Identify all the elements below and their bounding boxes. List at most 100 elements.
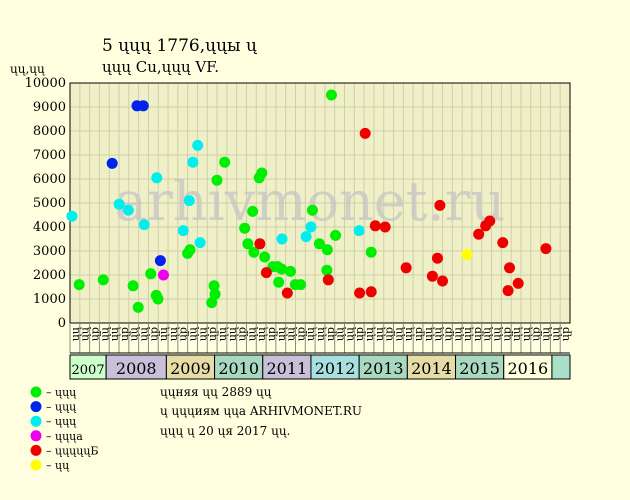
- data-point: [219, 156, 231, 168]
- y-axis-unit: ųų,ųų: [10, 62, 45, 76]
- data-point: [281, 287, 293, 299]
- year-label: 2012: [315, 359, 356, 378]
- x-tick-label: ųų: [285, 326, 298, 341]
- plot-frame: [69, 82, 571, 324]
- year-band-cell: [455, 354, 505, 380]
- data-point: [354, 287, 366, 299]
- year-band-cell: [262, 354, 312, 380]
- year-label: 2016: [507, 359, 548, 378]
- year-band-cell: [105, 354, 167, 380]
- data-point: [106, 157, 118, 169]
- legend-marker: [30, 444, 42, 456]
- data-point: [138, 219, 150, 231]
- x-tick-label: ųр: [530, 327, 543, 341]
- data-point: [437, 275, 449, 287]
- x-tick-label: ųр: [147, 327, 160, 341]
- x-tick-label: ųр: [265, 327, 278, 341]
- x-tick-label: ųų: [539, 326, 552, 341]
- y-tick-label: 3000: [33, 244, 66, 259]
- data-point: [122, 204, 134, 216]
- data-point: [242, 238, 254, 250]
- x-tick-label: ųų: [187, 326, 200, 341]
- footer-line1: ųųняя ųų 2889 ųų: [160, 385, 272, 399]
- data-point: [431, 252, 443, 264]
- y-tick-label: 2000: [33, 268, 66, 283]
- y-tick-label: 0: [58, 316, 66, 331]
- x-tick-label: ųų: [167, 326, 180, 341]
- x-tick-label: ųų: [392, 326, 405, 341]
- x-tick-label: ųр: [324, 327, 337, 341]
- year-band-cell: [503, 354, 553, 380]
- x-tick-label: ųų: [343, 326, 356, 341]
- data-point: [177, 225, 189, 237]
- legend: – ųųų– ųųų– ųųų– ųųųа– ųųųųųБ– ųų: [30, 386, 99, 472]
- data-point: [66, 210, 78, 222]
- series-group: [73, 89, 377, 313]
- x-tick-label: ųų: [255, 326, 268, 341]
- legend-label: – ųųų: [46, 386, 77, 399]
- data-point: [426, 270, 438, 282]
- data-point: [97, 274, 109, 286]
- x-tick-label: ųų: [69, 326, 82, 341]
- data-point: [183, 195, 195, 207]
- x-tick-label: ųр: [441, 327, 454, 341]
- x-tick-labels: ųųųųųрųųųųųрųųųųųрųųųųųрųųųųųрųųųųųрųųųų…: [69, 323, 572, 353]
- data-point: [353, 225, 365, 237]
- legend-marker: [30, 401, 42, 413]
- x-tick-label: ųų: [490, 326, 503, 341]
- year-label: 2014: [411, 359, 452, 378]
- legend-marker: [30, 415, 42, 427]
- legend-label: – ųųų: [46, 401, 77, 414]
- x-tick-label: ųų: [334, 326, 347, 341]
- year-label: 2010: [218, 359, 259, 378]
- x-tick-label: ųų: [481, 326, 494, 341]
- series-group: [461, 249, 473, 261]
- year-label: 2013: [363, 359, 404, 378]
- x-tick-label: ųų: [520, 326, 533, 341]
- legend-marker: [30, 386, 42, 398]
- legend-label: – ųųųа: [46, 430, 83, 443]
- y-tick-label: 1000: [33, 292, 66, 307]
- legend-label: – ųųųųųБ: [46, 444, 99, 457]
- chart-title-line2: ųųų Cu,ųųų VF.: [102, 58, 219, 76]
- year-band-cell: [214, 354, 264, 380]
- data-point: [152, 293, 164, 305]
- x-tick-label: ųų: [549, 326, 562, 341]
- data-point: [254, 238, 266, 250]
- series-group: [254, 127, 552, 299]
- x-tick-label: ųų: [373, 326, 386, 341]
- data-point: [260, 267, 272, 279]
- data-point: [137, 100, 149, 112]
- data-point: [379, 221, 391, 233]
- x-tick-label: ųų: [98, 326, 111, 341]
- x-tick-label: ųų: [245, 326, 258, 341]
- data-point: [276, 263, 288, 275]
- data-point: [504, 262, 516, 274]
- x-tick-label: ųр: [412, 327, 425, 341]
- x-tick-label: ųр: [353, 327, 366, 341]
- y-tick-label: 4000: [33, 220, 66, 235]
- y-tick-label: 9000: [33, 100, 66, 115]
- x-tick-label: ųр: [89, 327, 102, 341]
- year-label: 2007: [72, 363, 105, 378]
- data-point: [365, 286, 377, 298]
- data-point: [259, 251, 271, 263]
- x-tick-label: ųų: [108, 326, 121, 341]
- data-point: [184, 244, 196, 256]
- data-point: [157, 269, 169, 281]
- y-tick-label: 10000: [25, 76, 66, 91]
- x-tick-label: ųр: [206, 327, 219, 341]
- data-point: [209, 288, 221, 300]
- data-point: [206, 297, 218, 309]
- data-point: [276, 233, 288, 245]
- x-tick-label: ųр: [294, 327, 307, 341]
- data-point: [313, 238, 325, 250]
- data-point: [540, 243, 552, 255]
- year-band-cell: [69, 354, 107, 380]
- legend-label: – ųųų: [46, 415, 77, 428]
- data-point: [369, 220, 381, 232]
- data-point: [127, 280, 139, 292]
- y-tick-label: 6000: [33, 172, 66, 187]
- data-point: [194, 237, 206, 249]
- x-tick-label: ųų: [422, 326, 435, 341]
